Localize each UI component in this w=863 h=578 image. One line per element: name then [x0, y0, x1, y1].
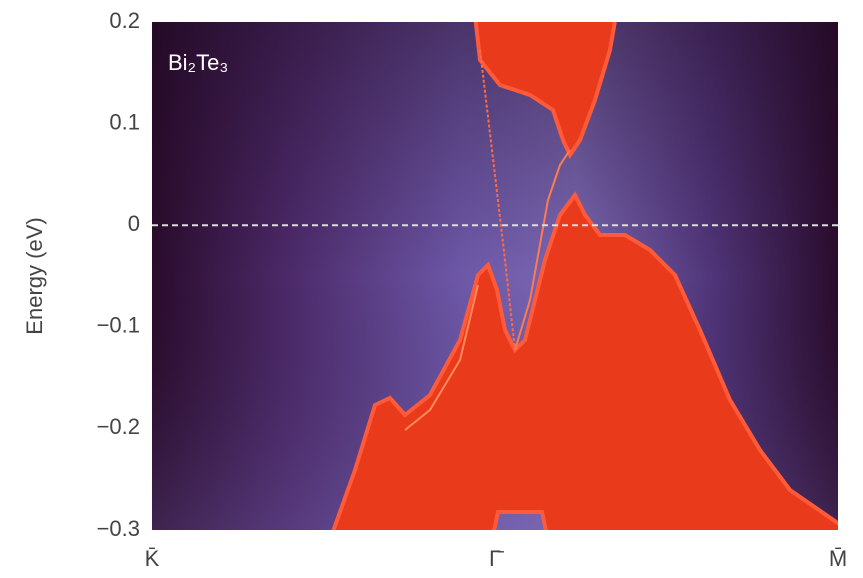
y-tick-label: 0.1 [109, 109, 140, 134]
y-axis-label: Energy (eV) [22, 217, 47, 334]
y-tick-label: 0.2 [109, 8, 140, 33]
band-edge [404, 284, 479, 431]
valence-band [331, 191, 838, 530]
conduction-band [473, 22, 617, 160]
annotation: Bi₂Te₃ [168, 50, 228, 75]
x-tick-label: M̄ [829, 546, 847, 571]
plot-area [152, 22, 838, 530]
surface-state [514, 149, 571, 351]
surface-state [479, 49, 516, 351]
y-tick-label: −0.2 [97, 414, 140, 439]
x-tick-label: K̄ [145, 546, 160, 571]
y-tick-label: 0 [128, 211, 140, 236]
x-tick-label: Γ̄ [489, 546, 504, 571]
y-tick-label: −0.1 [97, 313, 140, 338]
y-tick-label: −0.3 [97, 516, 140, 541]
